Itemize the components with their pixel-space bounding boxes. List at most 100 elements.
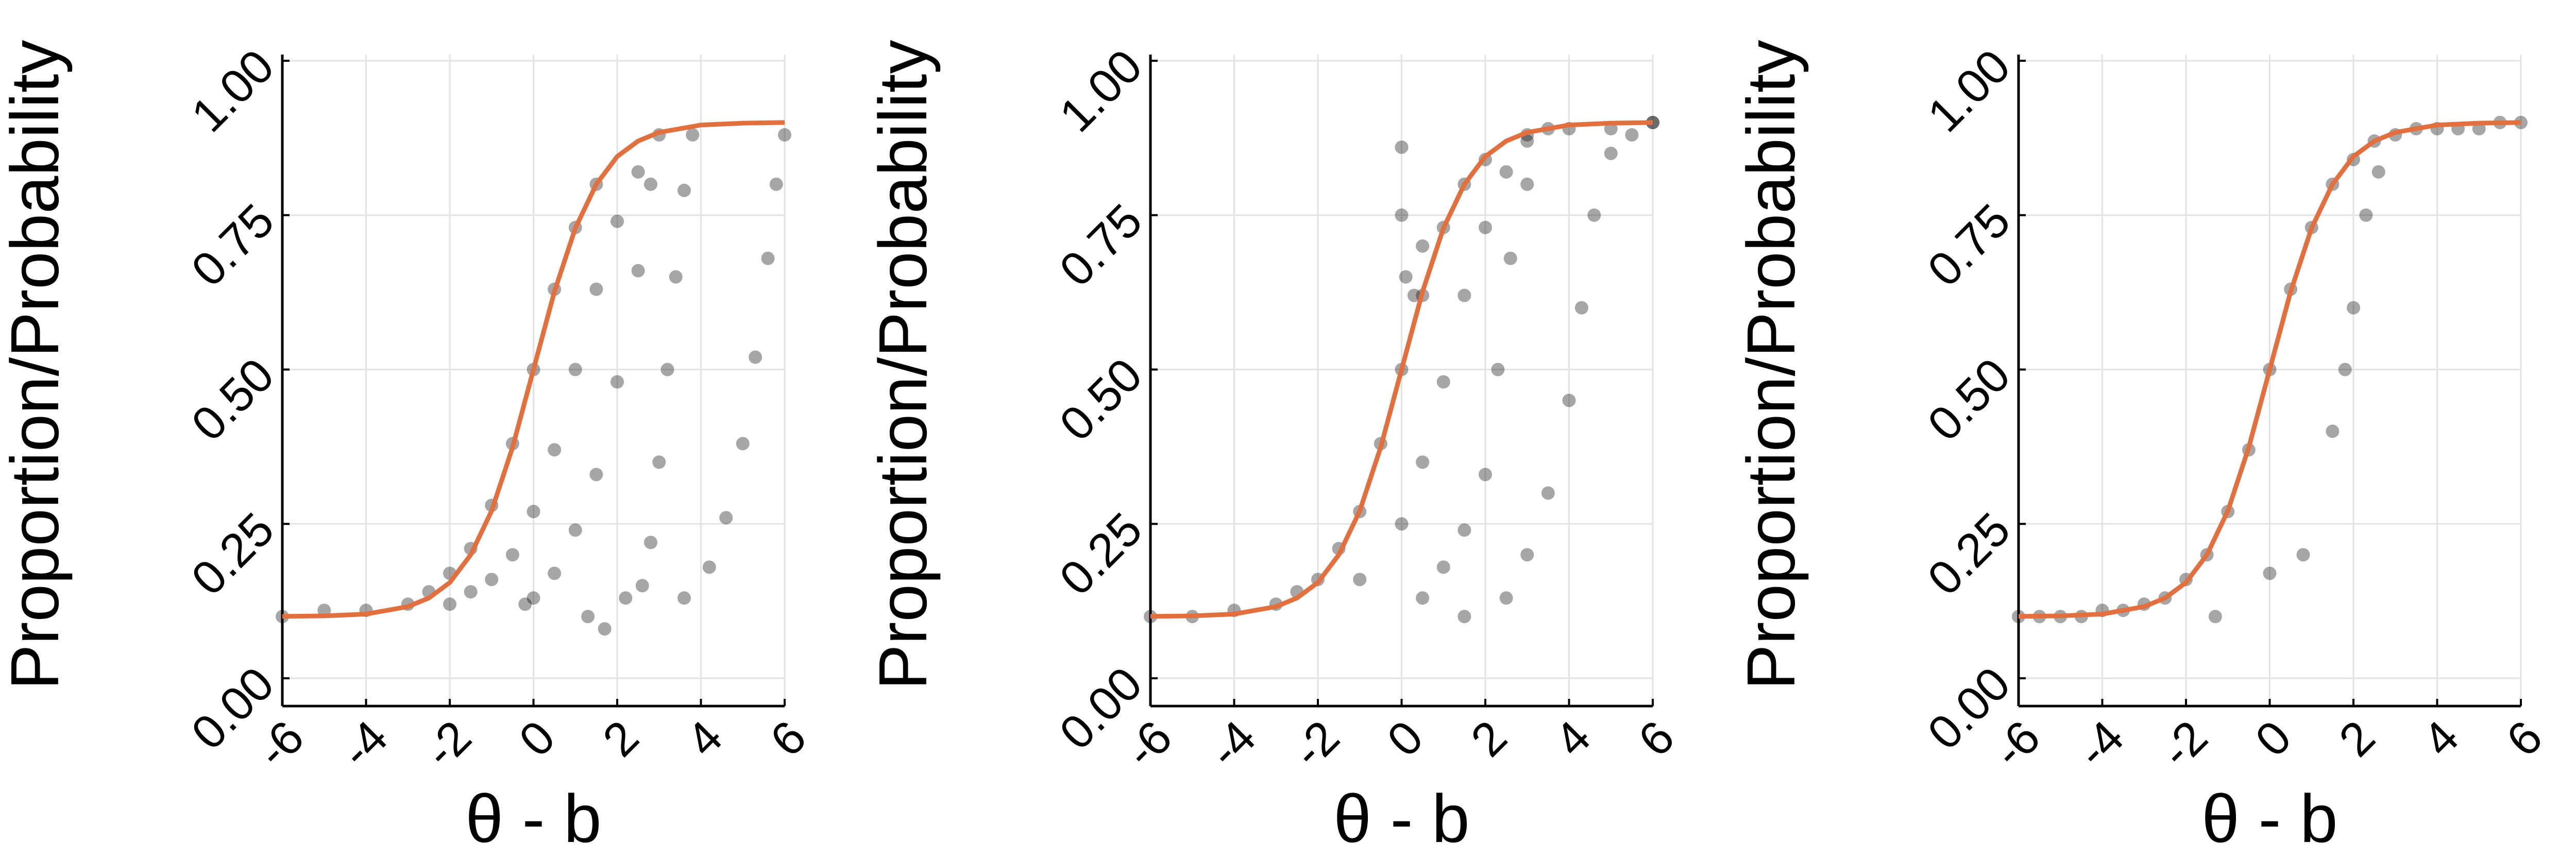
- data-point: [669, 270, 683, 284]
- y-tick-label: 0.25: [1918, 503, 2021, 605]
- y-axis-label: Proportion/Probability: [865, 40, 941, 690]
- data-point: [702, 560, 716, 574]
- data-point: [518, 597, 532, 611]
- data-point: [1479, 468, 1492, 482]
- x-axis-label: θ - b: [465, 781, 601, 856]
- data-point: [619, 591, 633, 605]
- x-tick-label: 2: [1461, 711, 1517, 766]
- data-point: [589, 468, 603, 482]
- data-point: [2263, 567, 2277, 580]
- data-point: [660, 363, 674, 376]
- data-point: [1353, 573, 1367, 587]
- x-tick-label: -4: [331, 711, 398, 778]
- data-point: [1520, 177, 1534, 191]
- data-point: [1574, 301, 1588, 315]
- data-point: [1416, 591, 1430, 605]
- data-point: [2338, 363, 2352, 376]
- data-point: [2359, 208, 2373, 222]
- y-tick-label: 0.50: [182, 349, 284, 451]
- data-point: [719, 511, 733, 525]
- data-point: [1436, 375, 1450, 389]
- data-point: [589, 282, 603, 296]
- data-point: [485, 573, 499, 587]
- x-tick-label: -4: [1199, 711, 1266, 778]
- data-point: [598, 622, 612, 636]
- y-tick-label: 0.50: [1918, 349, 2021, 451]
- x-tick-label: -2: [414, 711, 481, 778]
- x-tick-label: 6: [760, 711, 816, 766]
- data-point: [2371, 165, 2385, 179]
- data-point: [1520, 548, 1534, 562]
- data-point: [1541, 486, 1555, 500]
- data-point: [276, 610, 289, 624]
- y-tick-label: 0.50: [1050, 349, 1153, 451]
- data-point: [652, 455, 666, 469]
- x-tick-label: 6: [1629, 711, 1684, 766]
- data-point: [505, 548, 519, 562]
- data-point: [1458, 610, 1471, 624]
- data-point: [1395, 208, 1409, 222]
- y-tick-label: 1.00: [1050, 40, 1153, 142]
- data-point: [631, 264, 645, 278]
- data-point: [1491, 363, 1505, 376]
- data-point: [1436, 560, 1450, 574]
- x-tick-label: 0: [1378, 711, 1433, 766]
- x-tick-label: 2: [2329, 711, 2385, 766]
- data-point: [769, 177, 783, 191]
- data-point: [1416, 239, 1430, 253]
- data-point: [2296, 548, 2310, 562]
- data-point: [677, 591, 691, 605]
- y-tick-label: 0.75: [1918, 194, 2021, 297]
- data-point: [1479, 220, 1492, 234]
- fit-curve: [2018, 120, 2521, 619]
- y-tick-label: 1.00: [1918, 40, 2021, 142]
- data-point: [1407, 288, 1421, 302]
- x-tick-label: 2: [593, 711, 649, 766]
- data-point: [1395, 140, 1409, 154]
- y-tick-label: 0.25: [1050, 503, 1153, 605]
- x-tick-label: 4: [1545, 711, 1601, 766]
- data-point: [1395, 517, 1409, 531]
- x-tick-label: 0: [510, 711, 565, 766]
- x-tick-label: 4: [2413, 711, 2469, 766]
- data-point: [1458, 288, 1471, 302]
- y-tick-label: 1.00: [182, 40, 284, 142]
- data-point: [1499, 165, 1513, 179]
- x-tick-label: -2: [1282, 711, 1349, 778]
- data-point: [1587, 208, 1601, 222]
- data-point: [635, 579, 649, 593]
- x-tick-label: 0: [2246, 711, 2301, 766]
- data-point: [631, 165, 645, 179]
- data-point: [1625, 128, 1639, 142]
- data-point: [611, 214, 624, 228]
- data-point: [778, 128, 791, 142]
- data-point: [686, 128, 700, 142]
- data-point: [1503, 251, 1517, 265]
- data-point: [1458, 523, 1471, 537]
- data-point: [2326, 424, 2340, 438]
- data-point: [611, 375, 624, 389]
- data-point: [644, 536, 657, 550]
- y-tick-label: 0.75: [1050, 194, 1153, 297]
- data-point: [1562, 393, 1576, 407]
- data-point: [1144, 610, 1157, 624]
- data-point: [1416, 455, 1430, 469]
- data-point: [568, 363, 582, 376]
- data-point: [581, 610, 595, 624]
- x-axis-label: θ - b: [1333, 781, 1469, 856]
- x-tick-label: 6: [2497, 711, 2552, 766]
- fit-curve: [282, 120, 785, 619]
- data-point: [736, 437, 750, 451]
- data-point: [568, 523, 582, 537]
- x-tick-label: -4: [2067, 711, 2134, 778]
- data-point: [527, 591, 540, 605]
- data-point: [1399, 270, 1413, 284]
- data-point: [464, 585, 478, 599]
- x-tick-label: -2: [2150, 711, 2217, 778]
- data-point: [2347, 301, 2360, 315]
- y-axis-label: Proportion/Probability: [0, 40, 73, 690]
- data-point: [2208, 610, 2222, 624]
- x-tick-label: 4: [677, 711, 733, 766]
